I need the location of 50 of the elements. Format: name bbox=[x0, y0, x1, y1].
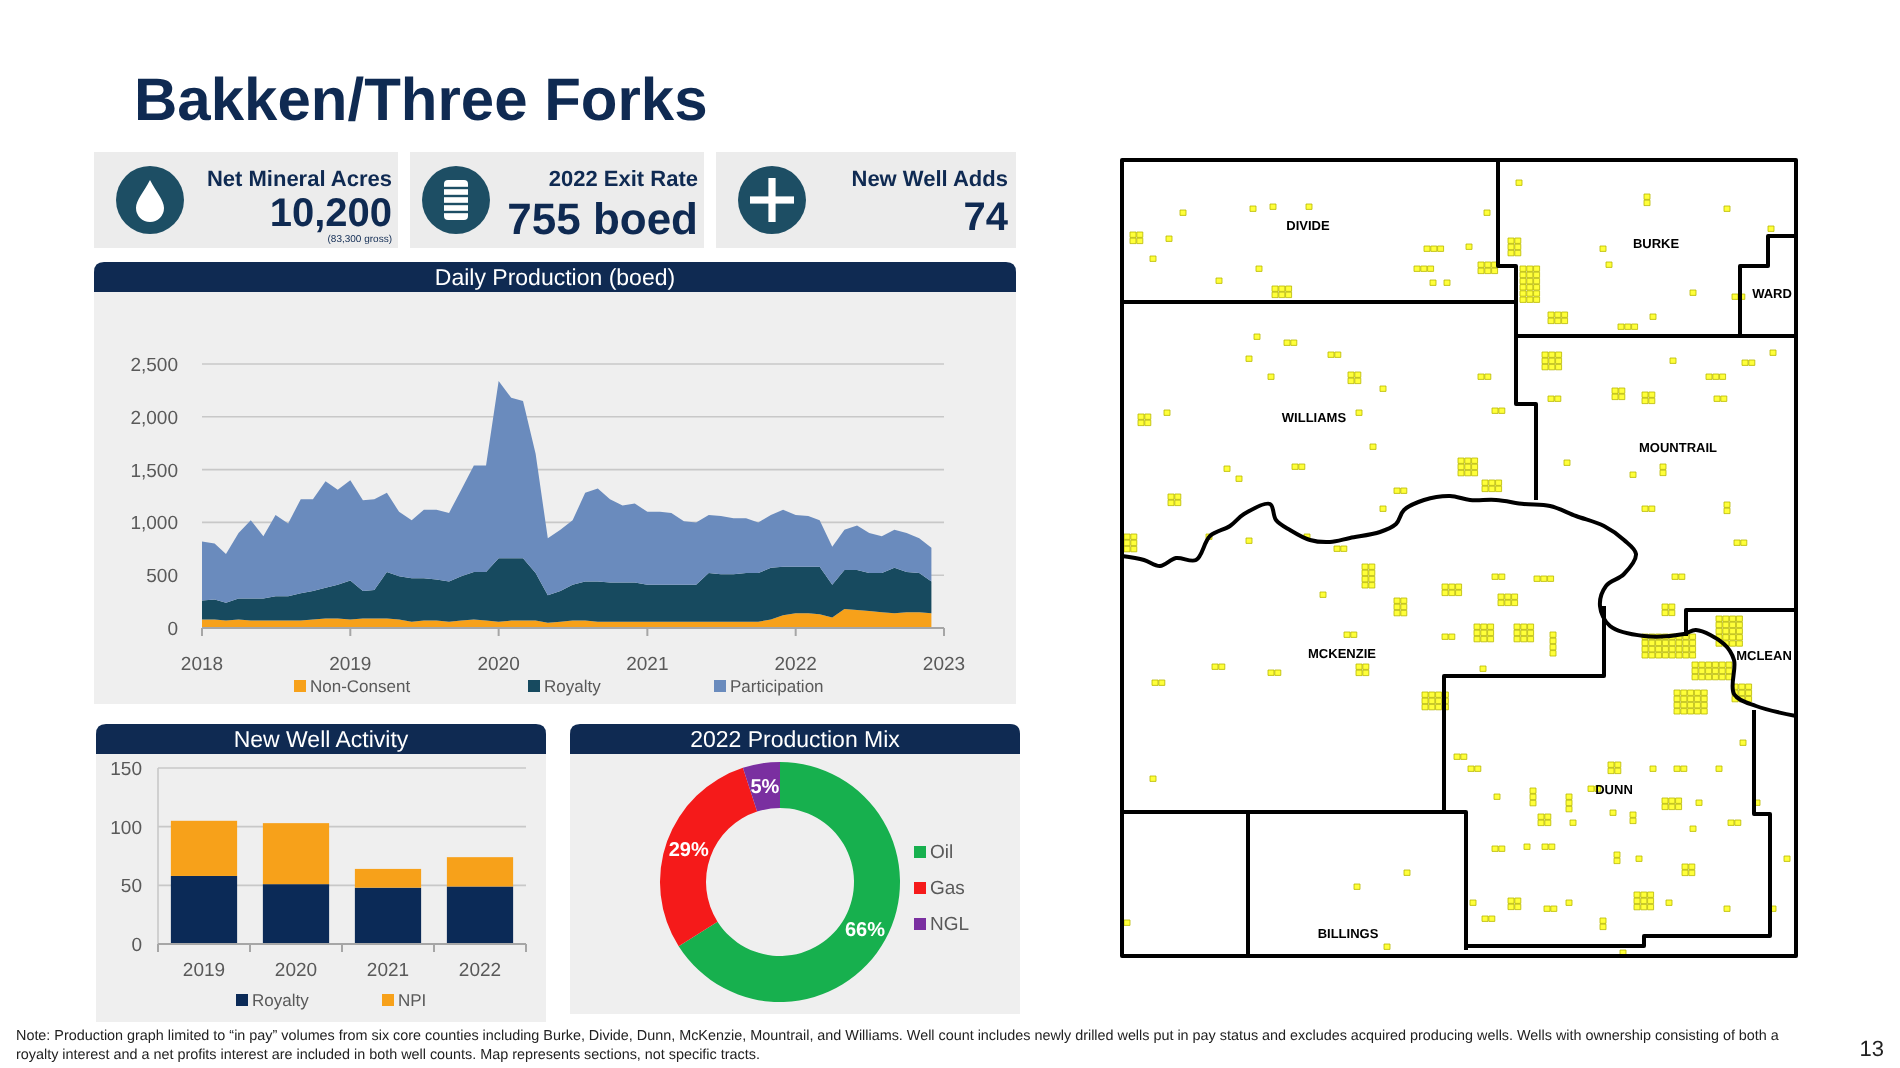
data-label: 29% bbox=[668, 840, 709, 863]
data-label: 5% bbox=[750, 777, 780, 800]
bar bbox=[354, 868, 422, 888]
x-tick-label: 2023 bbox=[922, 654, 966, 676]
legend-label: NPI bbox=[398, 990, 427, 1010]
y-tick-label: 50 bbox=[120, 876, 142, 899]
bar bbox=[446, 857, 514, 887]
legend-label: Gas bbox=[930, 878, 966, 900]
x-tick-label: 2019 bbox=[182, 960, 226, 982]
bar bbox=[262, 823, 330, 885]
x-tick-label: 2021 bbox=[366, 960, 410, 982]
y-tick-label: 150 bbox=[110, 759, 142, 781]
legend-label: Oil bbox=[930, 842, 954, 864]
legend-label: Royalty bbox=[252, 990, 311, 1010]
text: New Well Adds bbox=[851, 168, 1008, 192]
x-tick-label: 2018 bbox=[180, 654, 224, 676]
y-tick-label: 2,500 bbox=[130, 355, 178, 377]
y-tick-label: 0 bbox=[167, 619, 178, 641]
y-tick-label: 2,000 bbox=[130, 407, 178, 430]
chart-title: New Well Activity bbox=[233, 729, 409, 753]
x-tick-label: 2021 bbox=[626, 654, 669, 676]
legend-label: Royalty bbox=[544, 676, 603, 696]
text: 13 bbox=[1859, 1038, 1884, 1062]
legend-label: Participation bbox=[730, 676, 825, 696]
y-tick-label: 0 bbox=[131, 935, 142, 957]
bar bbox=[354, 887, 422, 944]
bar bbox=[170, 820, 238, 876]
bar bbox=[262, 884, 330, 944]
legend-label: NGL bbox=[930, 914, 970, 936]
x-tick-label: 2020 bbox=[274, 960, 318, 982]
y-tick-label: 1,500 bbox=[130, 460, 178, 483]
chart-title: Daily Production (boed) bbox=[434, 267, 676, 291]
chart-title: 2022 Production Mix bbox=[690, 729, 901, 753]
x-tick-label: 2022 bbox=[458, 960, 502, 982]
text: Net Mineral Acres bbox=[206, 168, 392, 192]
legend-label: Non-Consent bbox=[310, 676, 412, 696]
text: 2022 Exit Rate bbox=[548, 168, 698, 192]
bar bbox=[446, 886, 514, 944]
text: 74 bbox=[963, 196, 1010, 240]
x-tick-label: 2019 bbox=[329, 654, 372, 676]
y-tick-label: 100 bbox=[110, 817, 142, 840]
x-tick-label: 2020 bbox=[477, 654, 520, 676]
text: 755 boed bbox=[507, 194, 698, 244]
bar bbox=[170, 875, 238, 944]
y-tick-label: 500 bbox=[146, 566, 178, 589]
text: Bakken/Three Forks bbox=[134, 68, 708, 134]
x-tick-label: 2022 bbox=[774, 654, 817, 676]
text: 10,200 bbox=[269, 192, 392, 236]
data-label: 66% bbox=[844, 919, 886, 942]
y-tick-label: 1,000 bbox=[130, 513, 178, 536]
